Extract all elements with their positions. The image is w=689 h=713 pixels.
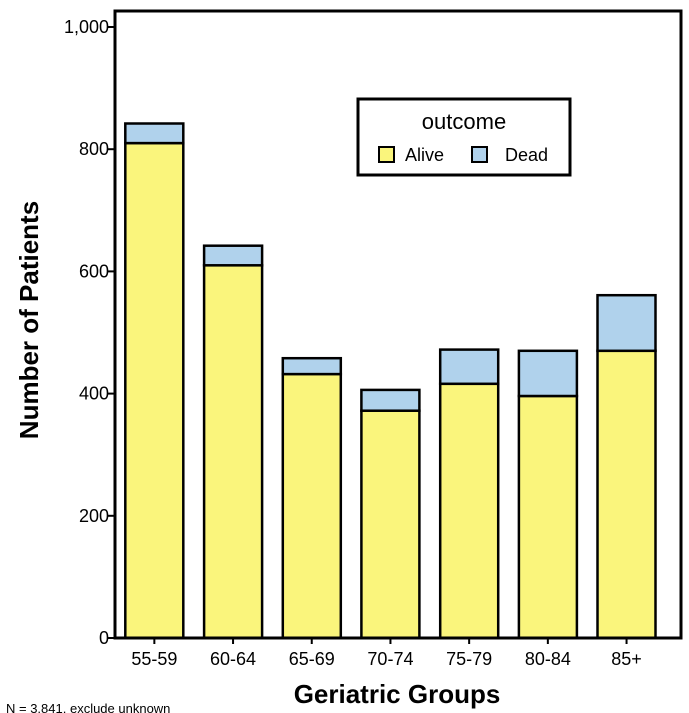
x-tick-label: 55-59: [131, 649, 177, 669]
bar-alive-55-59: [124, 141, 185, 640]
bar-alive-80-84: [517, 394, 579, 640]
bar-alive-75-79: [438, 382, 500, 640]
bar-dead-85+: [596, 293, 657, 353]
bar-dead-65-69: [281, 356, 343, 376]
legend: outcome Alive Dead: [356, 97, 572, 177]
legend-swatch-alive: [378, 146, 395, 163]
bar-alive-85+: [596, 349, 657, 640]
bar-alive-65-69: [281, 372, 343, 640]
x-axis-label: Geriatric Groups: [294, 679, 501, 709]
bars-layer: [124, 122, 657, 640]
x-tick-label: 80-84: [525, 649, 571, 669]
y-axis-ticks: 0 200 400 600 800 1,000: [64, 17, 115, 648]
legend-box: [356, 97, 572, 177]
legend-label-alive: Alive: [405, 145, 444, 165]
y-axis-label: Number of Patients: [14, 201, 44, 439]
bar-dead-70-74: [360, 388, 421, 412]
bar-alive-60-64: [202, 264, 264, 640]
y-tick-label: 400: [79, 384, 109, 404]
legend-title: outcome: [422, 109, 506, 134]
y-tick-label: 200: [79, 506, 109, 526]
x-tick-label: 60-64: [210, 649, 256, 669]
bar-dead-60-64: [202, 244, 264, 267]
legend-swatch-dead: [471, 146, 488, 163]
bar-dead-55-59: [124, 122, 185, 145]
x-tick-label: 70-74: [367, 649, 413, 669]
x-tick-label: 75-79: [446, 649, 492, 669]
y-tick-label: 800: [79, 139, 109, 159]
bar-dead-75-79: [438, 348, 500, 386]
x-tick-label: 65-69: [289, 649, 335, 669]
y-tick-label: 0: [99, 628, 109, 648]
y-tick-label: 600: [79, 261, 109, 281]
bar-dead-80-84: [517, 349, 579, 398]
bar-alive-70-74: [360, 409, 421, 640]
y-tick-label: 1,000: [64, 17, 109, 37]
legend-label-dead: Dead: [505, 145, 548, 165]
plot-frame: [113, 9, 683, 640]
x-axis-ticks: 55-59 60-64 65-69 70-74 75-79 80-84 85+: [131, 638, 642, 669]
footnote: N = 3,841, exclude unknown: [6, 701, 170, 713]
x-tick-label: 85+: [611, 649, 642, 669]
